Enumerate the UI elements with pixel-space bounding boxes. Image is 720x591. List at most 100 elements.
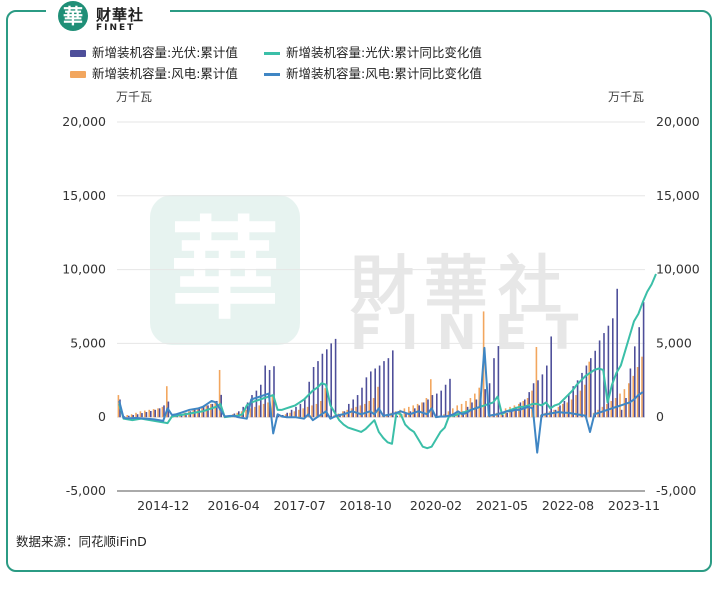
bar-pv-cumulative <box>154 409 156 418</box>
bar-wind-cumulative <box>465 400 467 418</box>
bar-pv-cumulative <box>295 406 297 418</box>
bar-pv-cumulative <box>317 361 319 418</box>
bar-wind-cumulative <box>157 408 159 418</box>
bar-wind-cumulative <box>350 408 353 418</box>
bar-pv-cumulative <box>383 361 385 418</box>
bar-pv-cumulative <box>277 415 280 418</box>
bar-pv-cumulative <box>392 350 394 418</box>
x-tick-label: 2014-12 <box>137 498 189 513</box>
x-tick-label: 2022-08 <box>542 498 594 513</box>
bar-pv-cumulative <box>216 400 218 418</box>
bar-wind-cumulative <box>262 403 265 418</box>
bar-pv-cumulative <box>251 395 253 418</box>
bar-pv-cumulative <box>255 390 258 418</box>
bar-pv-cumulative <box>334 338 337 418</box>
legend-item-pv-cumulative[interactable]: 新增装机容量:光伏:累计值 <box>70 44 238 62</box>
x-tick-label: 2020-02 <box>410 498 462 513</box>
bar-pv-cumulative <box>308 381 310 418</box>
bar-wind-cumulative <box>575 395 577 418</box>
bar-pv-cumulative <box>590 358 592 418</box>
bar-pv-cumulative <box>238 411 240 418</box>
bar-pv-cumulative <box>493 358 495 418</box>
bar-pv-cumulative <box>449 378 451 418</box>
bar-pv-cumulative <box>546 365 548 418</box>
bar-wind-cumulative <box>566 402 568 418</box>
legend-item-wind-yoy[interactable]: 新增装机容量:风电:累计同比变化值 <box>264 65 482 83</box>
bar-wind-cumulative <box>381 415 384 418</box>
bar-pv-cumulative <box>532 383 535 418</box>
bar-wind-cumulative <box>447 411 450 418</box>
bar-wind-cumulative <box>412 405 414 418</box>
bar-pv-cumulative <box>145 412 148 418</box>
bar-wind-cumulative <box>474 393 476 418</box>
y-tick-label-left: -5,000 <box>66 483 106 498</box>
bar-pv-cumulative <box>330 343 332 418</box>
logo-name: 财華社 <box>96 6 145 24</box>
bar-wind-cumulative <box>372 398 375 418</box>
bar-wind-cumulative <box>267 402 269 418</box>
legend-swatch-pv-yoy <box>264 52 280 55</box>
right-axis-unit: 万千瓦 <box>608 90 645 104</box>
bar-pv-cumulative <box>642 302 645 418</box>
bar-pv-cumulative <box>361 387 363 418</box>
bar-pv-cumulative <box>123 416 126 418</box>
y-tick-label-left: 10,000 <box>62 262 106 277</box>
bar-wind-cumulative <box>460 403 463 418</box>
bar-wind-cumulative <box>320 400 322 418</box>
legend-item-pv-yoy[interactable]: 新增装机容量:光伏:累计同比变化值 <box>264 44 482 62</box>
left-axis-unit: 万千瓦 <box>116 90 153 104</box>
y-tick-label-right: 5,000 <box>656 335 692 350</box>
bar-pv-cumulative <box>629 368 632 418</box>
bar-pv-cumulative <box>264 365 266 418</box>
bar-wind-cumulative <box>135 412 137 418</box>
bar-pv-cumulative <box>141 413 143 418</box>
bar-wind-cumulative <box>298 409 300 418</box>
bar-pv-cumulative <box>158 408 161 418</box>
logo-icon: 華 <box>58 1 88 31</box>
legend-label: 新增装机容量:光伏:累计值 <box>92 45 238 60</box>
bar-pv-cumulative <box>488 383 491 418</box>
x-tick-label: 2018-10 <box>339 498 391 513</box>
bar-pv-cumulative <box>440 390 442 418</box>
bar-pv-cumulative <box>128 415 130 418</box>
bar-wind-cumulative <box>364 403 366 418</box>
bar-pv-cumulative <box>638 327 640 418</box>
bar-pv-cumulative <box>572 386 574 418</box>
bar-wind-cumulative <box>245 409 247 418</box>
bar-pv-cumulative <box>550 336 552 418</box>
bar-pv-cumulative <box>356 395 359 418</box>
bar-pv-cumulative <box>387 358 390 418</box>
bar-wind-cumulative <box>632 375 634 418</box>
y-tick-label-right: 0 <box>656 409 664 424</box>
bar-pv-cumulative <box>273 366 275 418</box>
legend-swatch-pv-cumulative <box>70 50 86 57</box>
x-tick-label: 2023-11 <box>608 498 660 513</box>
bar-wind-cumulative <box>254 406 256 418</box>
bar-wind-cumulative <box>284 414 287 418</box>
bar-pv-cumulative <box>563 400 566 418</box>
bar-wind-cumulative <box>144 410 146 418</box>
bar-pv-cumulative <box>497 346 500 418</box>
bar-pv-cumulative <box>352 399 354 418</box>
bar-pv-cumulative <box>607 325 610 418</box>
line-pv-yoy <box>118 273 657 450</box>
bar-wind-cumulative <box>421 402 423 418</box>
y-tick-label-left: 15,000 <box>62 188 106 203</box>
bar-pv-cumulative <box>427 399 429 418</box>
bar-wind-cumulative <box>478 387 480 418</box>
bar-pv-cumulative <box>422 402 425 418</box>
bar-wind-cumulative <box>214 400 216 418</box>
bar-pv-cumulative <box>396 415 398 418</box>
bar-wind-cumulative <box>126 414 128 418</box>
bar-pv-cumulative <box>211 403 214 418</box>
bar-wind-cumulative <box>377 386 379 418</box>
legend-item-wind-cumulative[interactable]: 新增装机容量:风电:累计值 <box>70 65 238 83</box>
bar-pv-cumulative <box>163 405 165 418</box>
bar-pv-cumulative <box>484 389 486 418</box>
y-tick-label-left: 5,000 <box>70 335 106 350</box>
bar-wind-cumulative <box>161 406 164 418</box>
bar-pv-cumulative <box>370 371 372 418</box>
chart-frame <box>6 10 712 572</box>
bar-pv-cumulative <box>515 406 517 418</box>
bar-wind-cumulative <box>584 384 586 418</box>
